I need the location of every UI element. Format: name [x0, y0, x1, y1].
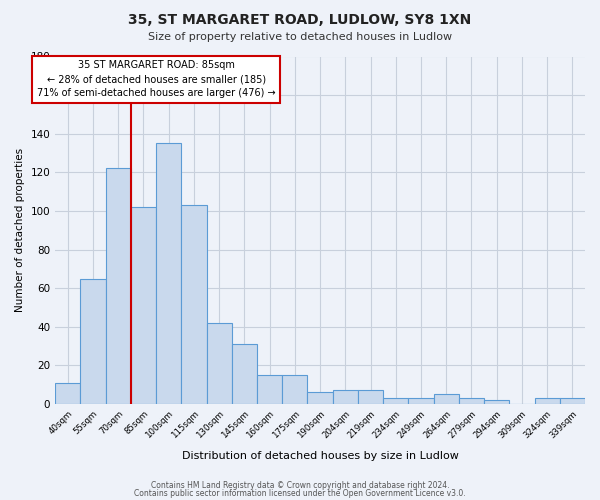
Bar: [282, 375, 307, 404]
Bar: [332, 390, 358, 404]
Bar: [131, 207, 156, 404]
Bar: [358, 390, 383, 404]
Bar: [181, 205, 206, 404]
Bar: [484, 400, 509, 404]
Bar: [80, 278, 106, 404]
Bar: [409, 398, 434, 404]
Bar: [232, 344, 257, 404]
Bar: [206, 323, 232, 404]
Text: Contains HM Land Registry data © Crown copyright and database right 2024.: Contains HM Land Registry data © Crown c…: [151, 480, 449, 490]
Bar: [560, 398, 585, 404]
Bar: [156, 144, 181, 404]
Bar: [55, 383, 80, 404]
Text: Contains public sector information licensed under the Open Government Licence v3: Contains public sector information licen…: [134, 489, 466, 498]
Text: 35 ST MARGARET ROAD: 85sqm
← 28% of detached houses are smaller (185)
71% of sem: 35 ST MARGARET ROAD: 85sqm ← 28% of deta…: [37, 60, 275, 98]
Bar: [535, 398, 560, 404]
Bar: [106, 168, 131, 404]
X-axis label: Distribution of detached houses by size in Ludlow: Distribution of detached houses by size …: [182, 451, 458, 461]
Bar: [434, 394, 459, 404]
Text: Size of property relative to detached houses in Ludlow: Size of property relative to detached ho…: [148, 32, 452, 42]
Bar: [383, 398, 409, 404]
Y-axis label: Number of detached properties: Number of detached properties: [15, 148, 25, 312]
Bar: [257, 375, 282, 404]
Bar: [307, 392, 332, 404]
Text: 35, ST MARGARET ROAD, LUDLOW, SY8 1XN: 35, ST MARGARET ROAD, LUDLOW, SY8 1XN: [128, 12, 472, 26]
Bar: [459, 398, 484, 404]
